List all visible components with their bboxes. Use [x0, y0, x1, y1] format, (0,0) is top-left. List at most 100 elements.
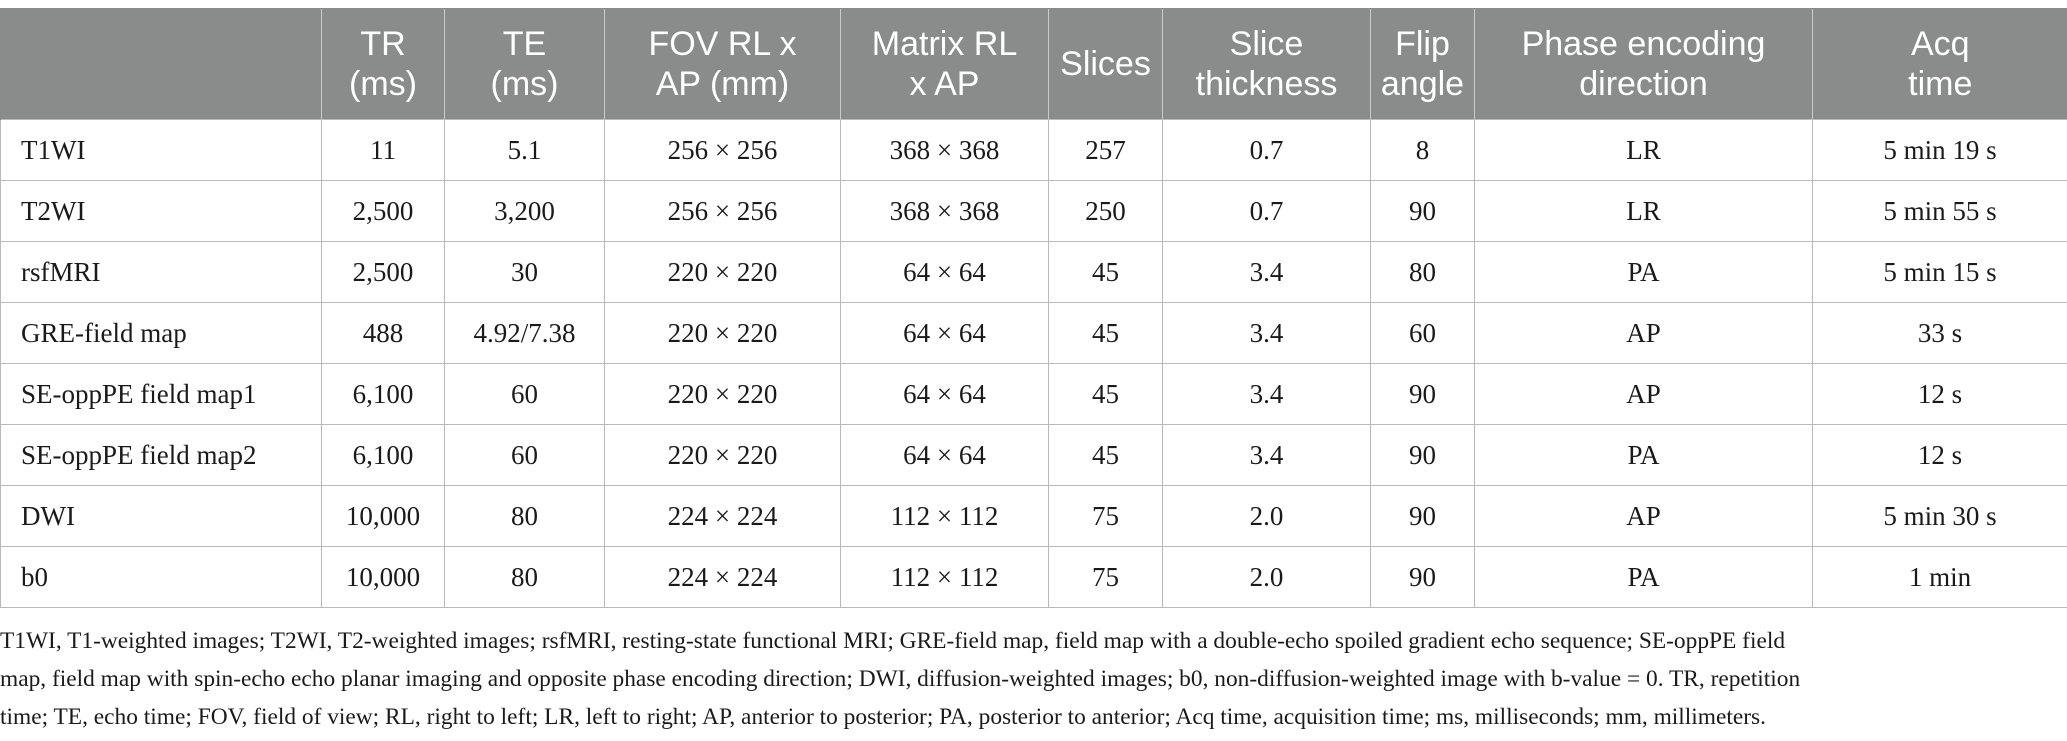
cell-fov: 256 × 256 — [604, 180, 841, 242]
column-header-matrix: Matrix RL x AP — [840, 8, 1049, 120]
footnote-line: T1WI, T1-weighted images; T2WI, T2-weigh… — [0, 628, 1786, 654]
cell-fov: 220 × 220 — [604, 241, 841, 303]
cell-te: 80 — [444, 485, 605, 547]
cell-slice-thickness: 0.7 — [1162, 119, 1371, 181]
cell-flip-angle: 90 — [1370, 363, 1475, 425]
cell-tr: 6,100 — [321, 363, 445, 425]
column-header-te: TE (ms) — [444, 8, 605, 120]
cell-slices: 45 — [1048, 363, 1163, 425]
cell-phase-encoding-direction: PA — [1474, 546, 1813, 608]
cell-slices: 45 — [1048, 241, 1163, 303]
cell-sequence: T1WI — [0, 119, 322, 181]
cell-flip-angle: 90 — [1370, 180, 1475, 242]
cell-acq-time: 5 min 30 s — [1812, 485, 2067, 547]
cell-tr: 2,500 — [321, 241, 445, 303]
cell-fov: 224 × 224 — [604, 546, 841, 608]
cell-sequence: SE-oppPE field map2 — [0, 424, 322, 486]
cell-fov: 256 × 256 — [604, 119, 841, 181]
column-header-phase-encoding-direction: Phase encoding direction — [1474, 8, 1813, 120]
cell-fov: 224 × 224 — [604, 485, 841, 547]
table-container: TR (ms) TE (ms) FOV RL x AP (mm) Matrix RL … — [0, 8, 2067, 608]
cell-acq-time: 12 s — [1812, 424, 2067, 486]
cell-sequence: GRE-field map — [0, 302, 322, 364]
acquisition-parameters-table: TR (ms) TE (ms) FOV RL x AP (mm) Matrix RL … — [0, 8, 2067, 608]
cell-sequence: SE-oppPE field map1 — [0, 363, 322, 425]
cell-te: 3,200 — [444, 180, 605, 242]
cell-tr: 10,000 — [321, 485, 445, 547]
table-body: T1WI 11 5.1 256 × 256 368 × 368 257 0.7 8 LR 5 mi… — [0, 119, 2067, 608]
cell-flip-angle: 8 — [1370, 119, 1475, 181]
cell-tr: 488 — [321, 302, 445, 364]
cell-flip-angle: 90 — [1370, 424, 1475, 486]
cell-phase-encoding-direction: PA — [1474, 241, 1813, 303]
table-footnote: T1WI, T1-weighted images; T2WI, T2-weigh… — [0, 622, 2067, 736]
cell-sequence: T2WI — [0, 180, 322, 242]
cell-slice-thickness: 0.7 — [1162, 180, 1371, 242]
table-row: T1WI 11 5.1 256 × 256 368 × 368 257 0.7 8 LR 5 mi… — [0, 119, 2067, 181]
cell-phase-encoding-direction: AP — [1474, 363, 1813, 425]
column-header-slice-thickness: Slice thickness — [1162, 8, 1371, 120]
cell-slices: 250 — [1048, 180, 1163, 242]
cell-matrix: 112 × 112 — [840, 546, 1049, 608]
cell-te: 5.1 — [444, 119, 605, 181]
cell-phase-encoding-direction: AP — [1474, 302, 1813, 364]
cell-slices: 45 — [1048, 424, 1163, 486]
table-row: SE-oppPE field map2 6,100 60 220 × 220 64 × … — [0, 424, 2067, 486]
cell-phase-encoding-direction: PA — [1474, 424, 1813, 486]
cell-tr: 11 — [321, 119, 445, 181]
cell-matrix: 368 × 368 — [840, 119, 1049, 181]
cell-phase-encoding-direction: LR — [1474, 180, 1813, 242]
cell-te: 60 — [444, 363, 605, 425]
cell-acq-time: 5 min 15 s — [1812, 241, 2067, 303]
header-row: TR (ms) TE (ms) FOV RL x AP (mm) Matrix RL … — [0, 8, 2067, 120]
table-row: SE-oppPE field map1 6,100 60 220 × 220 64 × … — [0, 363, 2067, 425]
cell-matrix: 368 × 368 — [840, 180, 1049, 242]
cell-te: 60 — [444, 424, 605, 486]
table-row: DWI 10,000 80 224 × 224 112 × 112 75 2.0 90 AP 5 … — [0, 485, 2067, 547]
column-header-tr: TR (ms) — [321, 8, 445, 120]
cell-tr: 10,000 — [321, 546, 445, 608]
cell-flip-angle: 80 — [1370, 241, 1475, 303]
cell-te: 4.92/7.38 — [444, 302, 605, 364]
column-header-flip-angle: Flip angle — [1370, 8, 1475, 120]
cell-tr: 6,100 — [321, 424, 445, 486]
cell-flip-angle: 90 — [1370, 485, 1475, 547]
table-row: b0 10,000 80 224 × 224 112 × 112 75 2.0 90 PA 1 m… — [0, 546, 2067, 608]
cell-te: 80 — [444, 546, 605, 608]
cell-fov: 220 × 220 — [604, 302, 841, 364]
cell-sequence: b0 — [0, 546, 322, 608]
cell-phase-encoding-direction: LR — [1474, 119, 1813, 181]
cell-acq-time: 5 min 55 s — [1812, 180, 2067, 242]
cell-slice-thickness: 2.0 — [1162, 485, 1371, 547]
cell-slices: 75 — [1048, 485, 1163, 547]
cell-flip-angle: 60 — [1370, 302, 1475, 364]
cell-fov: 220 × 220 — [604, 424, 841, 486]
cell-slice-thickness: 3.4 — [1162, 241, 1371, 303]
table-row: GRE-field map 488 4.92/7.38 220 × 220 64 × 6… — [0, 302, 2067, 364]
cell-sequence: rsfMRI — [0, 241, 322, 303]
cell-te: 30 — [444, 241, 605, 303]
cell-slice-thickness: 3.4 — [1162, 302, 1371, 364]
cell-fov: 220 × 220 — [604, 363, 841, 425]
cell-slice-thickness: 3.4 — [1162, 424, 1371, 486]
cell-slices: 257 — [1048, 119, 1163, 181]
footnote-line: map, field map with spin-echo echo plana… — [0, 666, 1801, 692]
cell-slices: 45 — [1048, 302, 1163, 364]
cell-matrix: 112 × 112 — [840, 485, 1049, 547]
column-header-fov: FOV RL x AP (mm) — [604, 8, 841, 120]
cell-acq-time: 12 s — [1812, 363, 2067, 425]
cell-acq-time: 5 min 19 s — [1812, 119, 2067, 181]
column-header-acq-time: Acq time — [1812, 8, 2067, 120]
cell-slice-thickness: 2.0 — [1162, 546, 1371, 608]
cell-matrix: 64 × 64 — [840, 424, 1049, 486]
cell-tr: 2,500 — [321, 180, 445, 242]
cell-matrix: 64 × 64 — [840, 363, 1049, 425]
cell-slices: 75 — [1048, 546, 1163, 608]
cell-acq-time: 1 min — [1812, 546, 2067, 608]
cell-phase-encoding-direction: AP — [1474, 485, 1813, 547]
cell-matrix: 64 × 64 — [840, 241, 1049, 303]
column-header-slices: Slices — [1048, 8, 1163, 120]
table-row: T2WI 2,500 3,200 256 × 256 368 × 368 250 0.7 90… — [0, 180, 2067, 242]
cell-sequence: DWI — [0, 485, 322, 547]
cell-slice-thickness: 3.4 — [1162, 363, 1371, 425]
